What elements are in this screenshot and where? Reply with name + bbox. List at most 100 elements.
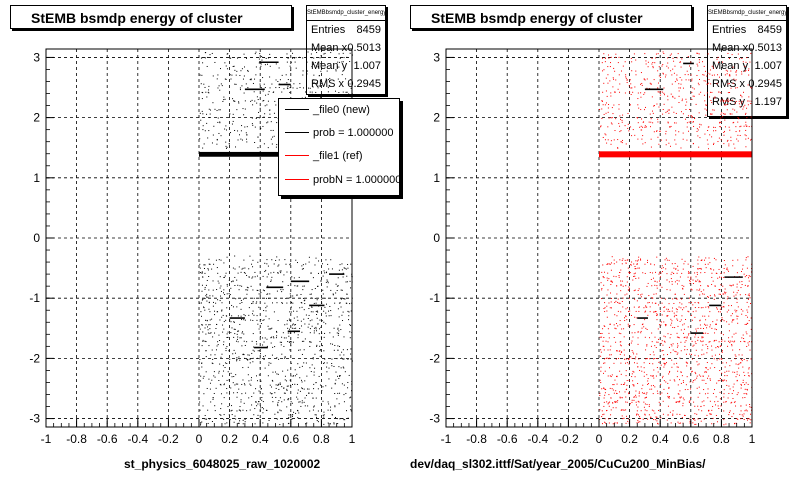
data-point — [246, 126, 248, 128]
data-point — [646, 306, 648, 308]
data-point — [708, 148, 710, 150]
data-point — [200, 422, 202, 424]
data-point — [750, 419, 752, 421]
data-point — [643, 392, 645, 394]
data-point — [610, 301, 612, 303]
data-point — [739, 362, 741, 364]
data-point — [613, 67, 615, 69]
data-point — [323, 414, 325, 416]
data-point — [651, 388, 653, 390]
data-point — [201, 299, 203, 301]
data-point — [718, 408, 720, 410]
data-point — [698, 386, 700, 388]
data-point — [239, 337, 241, 339]
data-point — [746, 125, 748, 127]
data-point — [706, 352, 708, 354]
data-point — [206, 122, 208, 124]
data-point — [657, 338, 659, 340]
x-axis-label: st_physics_6048025_raw_1020002 — [124, 457, 321, 471]
data-point — [269, 65, 271, 67]
data-point — [659, 272, 661, 274]
data-point — [668, 396, 670, 398]
data-point — [719, 378, 721, 380]
data-point — [691, 370, 693, 372]
data-point — [259, 350, 261, 352]
data-point — [621, 328, 623, 330]
data-point — [701, 336, 703, 338]
data-point — [709, 262, 711, 264]
data-point — [731, 113, 733, 115]
data-point — [263, 356, 265, 358]
data-point — [667, 99, 669, 101]
data-point — [316, 344, 318, 346]
data-point — [348, 93, 350, 95]
data-point — [238, 356, 240, 358]
data-point — [690, 388, 692, 390]
data-point — [308, 256, 310, 258]
data-point — [687, 272, 689, 274]
data-point — [226, 53, 228, 55]
data-point — [239, 302, 241, 304]
data-point — [671, 320, 673, 322]
data-point — [674, 65, 676, 67]
data-point — [733, 295, 735, 297]
data-point — [672, 95, 674, 97]
data-point — [676, 78, 678, 80]
data-point — [664, 323, 666, 325]
data-point — [297, 410, 299, 412]
data-point — [288, 335, 290, 337]
data-point — [748, 367, 750, 369]
data-point — [732, 284, 734, 286]
data-point — [272, 129, 274, 131]
data-point — [741, 281, 743, 283]
data-point — [299, 307, 301, 309]
data-point — [253, 346, 255, 348]
data-point — [679, 61, 681, 63]
data-point — [289, 319, 291, 321]
data-point — [657, 121, 659, 123]
data-point — [219, 122, 221, 124]
data-point — [724, 119, 726, 121]
data-point — [605, 357, 607, 359]
data-point — [349, 331, 351, 333]
data-point — [223, 96, 225, 98]
data-point — [671, 106, 673, 108]
data-point — [733, 121, 735, 123]
data-point — [700, 124, 702, 126]
data-point — [688, 272, 690, 274]
data-point — [218, 259, 220, 261]
data-point — [201, 345, 203, 347]
data-point — [256, 319, 258, 321]
data-point — [252, 82, 254, 84]
data-point — [749, 406, 751, 408]
data-point — [222, 100, 224, 102]
data-point — [346, 410, 348, 412]
data-point — [631, 373, 633, 375]
data-point — [600, 126, 602, 128]
data-point — [607, 139, 609, 141]
data-point — [231, 123, 233, 125]
data-point — [257, 147, 259, 149]
data-point — [695, 423, 697, 425]
data-point — [736, 310, 738, 312]
data-point — [232, 306, 234, 308]
data-point — [225, 315, 227, 317]
data-point — [289, 379, 291, 381]
data-point — [719, 289, 721, 291]
data-point — [323, 363, 325, 365]
data-point — [625, 76, 627, 78]
data-point — [693, 95, 695, 97]
data-point — [714, 96, 716, 98]
data-point — [676, 332, 678, 334]
data-point — [727, 345, 729, 347]
data-point — [627, 127, 629, 129]
data-point — [748, 280, 750, 282]
data-point — [610, 292, 612, 294]
legend-entry: probN = 1.000000 — [279, 170, 399, 190]
data-point — [678, 131, 680, 133]
data-point — [736, 301, 738, 303]
data-point — [738, 374, 740, 376]
data-point — [286, 380, 288, 382]
data-point — [620, 373, 622, 375]
data-point — [244, 272, 246, 274]
